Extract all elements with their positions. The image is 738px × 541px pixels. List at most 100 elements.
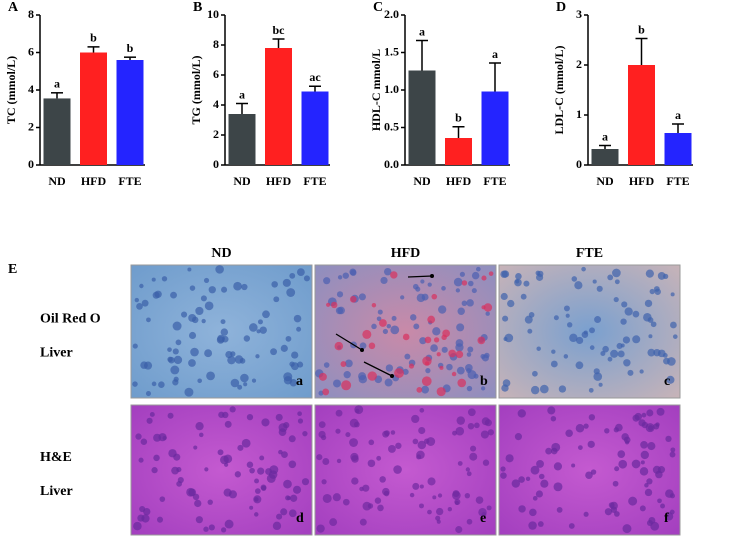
cell-nucleus xyxy=(297,411,302,417)
bar xyxy=(445,138,472,165)
cell-nucleus xyxy=(514,433,522,441)
cell-nucleus xyxy=(335,409,343,417)
cell-nucleus xyxy=(271,281,278,288)
cell-nucleus xyxy=(553,462,563,471)
cell-nucleus xyxy=(359,518,367,526)
cell-nucleus xyxy=(273,296,280,303)
cell-nucleus xyxy=(621,301,628,308)
y-tick-label: 1 xyxy=(576,107,582,121)
cell-nucleus xyxy=(382,328,389,335)
cell-nucleus xyxy=(466,368,472,374)
cell-nucleus xyxy=(233,281,242,291)
cell-nucleus xyxy=(349,438,358,447)
y-tick-label: 4 xyxy=(213,97,219,111)
cell-nucleus xyxy=(318,421,326,429)
cell-nucleus xyxy=(469,452,478,461)
cell-nucleus xyxy=(663,273,669,279)
cell-nucleus xyxy=(501,384,509,392)
y-tick-label: 0 xyxy=(576,157,582,171)
cell-nucleus xyxy=(627,369,634,376)
lipid-droplet xyxy=(442,329,450,338)
y-tick-label: 6 xyxy=(28,44,34,58)
cell-nucleus xyxy=(230,351,236,357)
cell-nucleus xyxy=(525,476,531,482)
x-tick-label: FTE xyxy=(118,174,141,188)
cell-nucleus xyxy=(505,454,514,463)
cell-nucleus xyxy=(329,518,338,527)
cell-nucleus xyxy=(539,384,549,394)
cell-nucleus xyxy=(612,480,619,487)
cell-nucleus xyxy=(617,450,626,458)
cell-nucleus xyxy=(246,461,254,468)
cell-nucleus xyxy=(482,459,490,466)
cell-nucleus xyxy=(419,408,425,413)
cell-nucleus xyxy=(536,346,541,351)
cell-nucleus xyxy=(201,318,206,324)
x-tick-label: HFD xyxy=(81,174,107,188)
cell-nucleus xyxy=(254,512,259,517)
cell-nucleus xyxy=(640,460,645,465)
cell-nucleus xyxy=(646,409,654,417)
cell-nucleus xyxy=(649,288,655,295)
cell-nucleus xyxy=(288,435,296,443)
cell-nucleus xyxy=(441,286,446,291)
cell-nucleus xyxy=(670,292,675,297)
cell-nucleus xyxy=(623,359,631,367)
cell-nucleus xyxy=(430,344,438,352)
cell-nucleus xyxy=(644,299,653,308)
cell-nucleus xyxy=(457,307,465,315)
cell-nucleus xyxy=(645,269,654,278)
cell-nucleus xyxy=(215,265,224,274)
cell-nucleus xyxy=(415,286,421,292)
cell-nucleus xyxy=(452,430,458,436)
lipid-droplet xyxy=(477,336,486,345)
cell-nucleus xyxy=(532,495,538,501)
cell-nucleus xyxy=(145,390,152,397)
cell-nucleus xyxy=(282,278,291,287)
cell-nucleus xyxy=(653,423,660,430)
cell-nucleus xyxy=(385,364,394,372)
cell-nucleus xyxy=(639,369,644,374)
cell-nucleus xyxy=(664,512,674,521)
cell-nucleus xyxy=(436,507,444,516)
y-tick-label: 2.0 xyxy=(384,7,399,21)
cell-nucleus xyxy=(614,511,620,517)
y-tick-label: 8 xyxy=(28,7,34,21)
cell-nucleus xyxy=(571,463,576,468)
cell-nucleus xyxy=(594,316,602,324)
cell-nucleus xyxy=(141,299,149,307)
bar xyxy=(228,114,256,165)
cell-nucleus xyxy=(657,498,662,504)
cell-nucleus xyxy=(655,470,663,479)
cell-nucleus xyxy=(612,268,621,278)
cell-nucleus xyxy=(259,455,265,461)
y-tick-label: 3 xyxy=(576,7,582,21)
cell-nucleus xyxy=(288,509,297,518)
cell-nucleus xyxy=(484,352,490,359)
cell-nucleus xyxy=(193,445,198,450)
cell-nucleus xyxy=(437,493,443,498)
cell-nucleus xyxy=(332,493,341,502)
cell-nucleus xyxy=(648,517,656,524)
cell-nucleus xyxy=(474,422,480,429)
significance-letter: a xyxy=(602,129,608,143)
cell-nucleus xyxy=(478,508,487,517)
lipid-droplet xyxy=(481,275,487,281)
cell-nucleus xyxy=(553,315,559,321)
micrograph-letter: e xyxy=(480,511,486,526)
cell-nucleus xyxy=(645,423,655,433)
cell-nucleus xyxy=(473,373,479,379)
cell-nucleus xyxy=(634,412,643,421)
cell-nucleus xyxy=(333,379,342,388)
cell-nucleus xyxy=(221,286,228,293)
significance-letter: b xyxy=(90,31,97,45)
cell-nucleus xyxy=(181,311,188,318)
cell-nucleus xyxy=(523,280,530,287)
cell-nucleus xyxy=(663,357,670,365)
cell-nucleus xyxy=(359,486,364,492)
cell-nucleus xyxy=(321,434,327,441)
cell-nucleus xyxy=(321,479,327,485)
cell-nucleus xyxy=(466,352,472,357)
cell-nucleus xyxy=(351,477,359,485)
cell-nucleus xyxy=(503,336,508,341)
